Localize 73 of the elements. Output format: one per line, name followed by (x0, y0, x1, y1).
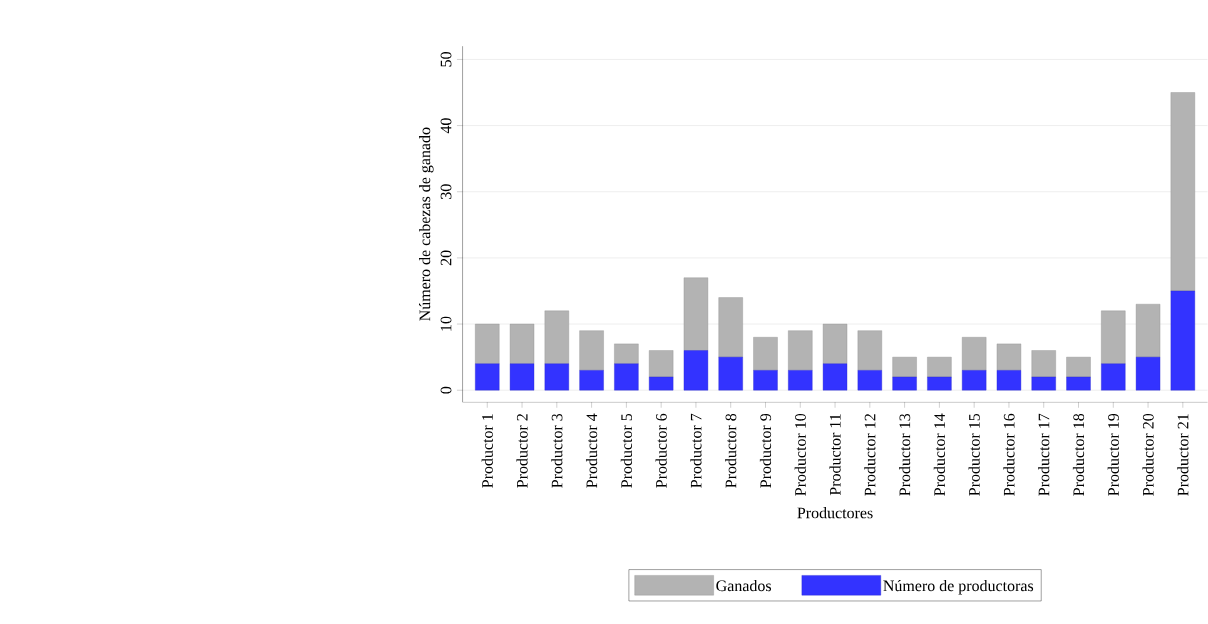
x-tick-label: Productor 3 (551, 414, 563, 488)
x-tick-label: Productor 6 (655, 413, 667, 488)
bar (475, 363, 500, 391)
x-tick-label: Productor 20 (1142, 414, 1154, 496)
bar (892, 376, 917, 391)
bar (961, 370, 987, 391)
y-tick-label: 0 (440, 386, 452, 394)
bar (648, 376, 674, 391)
bar (648, 350, 674, 378)
x-tick-label: Productor 8 (725, 414, 737, 488)
bar (509, 363, 535, 391)
bar (544, 363, 569, 391)
legend-label: Número de productoras (883, 580, 1034, 595)
x-tick-label: Productor 11 (829, 414, 841, 496)
x-tick-label: Productor 4 (585, 413, 598, 488)
x-tick-label: Productor 10 (794, 414, 806, 496)
bar (614, 363, 639, 391)
x-tick-label: Productor 17 (1038, 413, 1050, 496)
bar (509, 323, 535, 365)
x-tick-label: Productor 2 (516, 414, 528, 488)
bar (718, 357, 743, 391)
y-tick-label: 30 (440, 184, 452, 200)
y-tick-label: 10 (440, 316, 452, 331)
bar (718, 297, 743, 358)
bar (788, 370, 813, 391)
x-tick-label: Productor 18 (1072, 414, 1085, 496)
x-tick-label: Productor 15 (968, 414, 980, 496)
bar (927, 376, 952, 391)
bar (927, 357, 952, 378)
x-tick-label: Productor 19 (1107, 414, 1119, 496)
x-axis-title: Productores (797, 507, 873, 519)
x-tick-label: Productor 14 (933, 413, 946, 496)
x-tick-label: Productor 12 (864, 414, 876, 496)
bar (857, 330, 882, 371)
legend-label: Ganados (716, 580, 772, 592)
x-tick-label: Productor 5 (620, 414, 632, 488)
bar (822, 323, 848, 365)
bar (996, 343, 1022, 371)
bar (1170, 290, 1196, 391)
bar (892, 357, 917, 378)
x-tick-label: Productor 13 (898, 414, 911, 496)
bar (579, 330, 604, 371)
bar (1066, 357, 1091, 378)
bar (961, 337, 987, 371)
bar (1031, 376, 1056, 391)
bar (822, 363, 848, 391)
bar (1135, 357, 1161, 391)
y-tick-label: 20 (440, 250, 452, 266)
bar (1031, 350, 1056, 378)
bar (1170, 92, 1196, 292)
bar (996, 370, 1022, 391)
bar (614, 343, 639, 365)
y-tick-label: 50 (440, 52, 452, 67)
bar (1066, 376, 1091, 391)
bar (683, 350, 709, 391)
bar (1101, 310, 1126, 365)
y-tick-label: 40 (440, 118, 452, 134)
y-axis-title: Número de cabezas de ganado (419, 127, 434, 321)
x-tick-label: Productor 1 (481, 414, 493, 488)
bar (753, 337, 778, 371)
bar (788, 330, 813, 371)
bar (544, 310, 569, 365)
x-tick-label: Productor 21 (1177, 414, 1189, 496)
bar (683, 277, 709, 351)
bar (1135, 304, 1161, 358)
bar (475, 323, 500, 365)
x-tick-label: Productor 16 (1003, 413, 1015, 496)
x-tick-label: Productor 7 (690, 413, 702, 488)
bar (579, 370, 604, 391)
x-tick-label: Productor 9 (759, 414, 772, 488)
bar (753, 370, 778, 391)
bar (1101, 363, 1126, 391)
bar (857, 370, 882, 391)
